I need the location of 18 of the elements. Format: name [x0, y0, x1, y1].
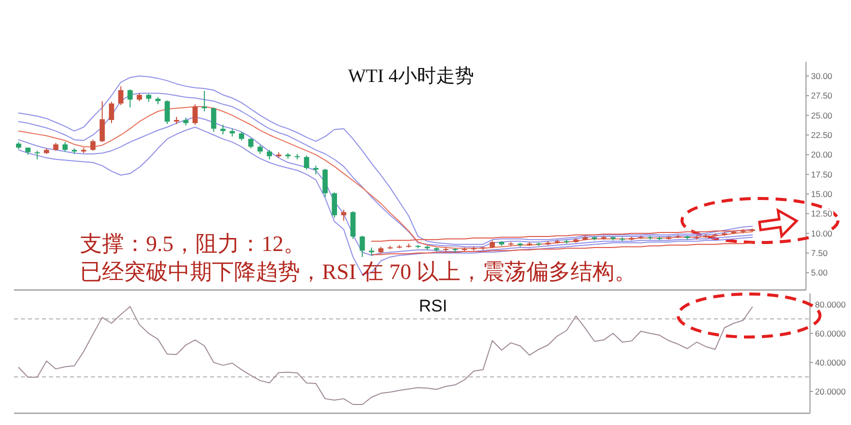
y-tick-label: 25.00 [811, 110, 833, 120]
y-tick-label: 27.50 [811, 90, 833, 101]
y-tick-label: 7.50 [811, 248, 828, 258]
y-tick-label: 17.50 [811, 169, 833, 180]
y-tick-label: 40.0000 [815, 356, 846, 367]
y-tick-label: 15.00 [811, 189, 833, 199]
annotation: 已经突破中期下降趋势，RSI 在 70 以上，震荡偏多结构。 [80, 259, 637, 284]
chart-title: RSI [418, 296, 448, 315]
chart-title: WTI 4小时走势 [348, 66, 474, 87]
y-tick-label: 80.0000 [815, 298, 846, 309]
y-tick-label: 22.50 [811, 130, 833, 140]
y-tick-label: 20.00 [811, 150, 833, 160]
y-tick-label: 5.00 [811, 268, 828, 278]
y-tick-label: 12.50 [811, 208, 833, 219]
y-tick-label: 60.0000 [815, 328, 846, 338]
y-tick-label: 30.00 [811, 70, 833, 81]
y-tick-label: 20.0000 [815, 386, 846, 396]
annotation: 支撑：9.5，阻力：12。 [80, 231, 306, 256]
